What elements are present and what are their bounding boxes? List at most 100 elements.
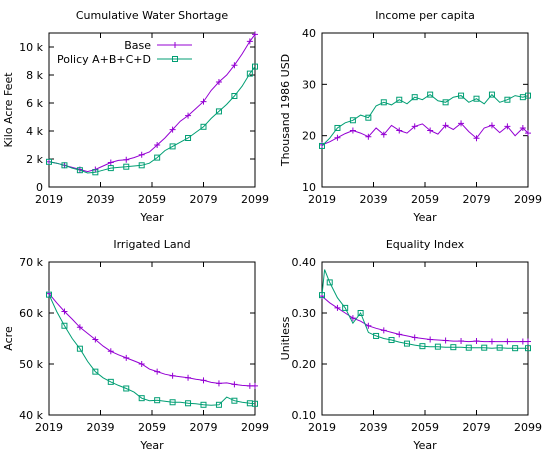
series-line-base: [321, 295, 528, 343]
series-line-policy: [321, 93, 529, 147]
data-point: [200, 401, 207, 408]
y-tick-label: 50 k: [19, 358, 43, 371]
data-point: [252, 63, 258, 70]
y-tick-label: 60 k: [19, 307, 43, 320]
data-point: [396, 127, 403, 134]
data-point: [434, 343, 441, 350]
y-tick-label: 6 k: [26, 97, 43, 110]
data-point: [458, 92, 465, 99]
data-point: [61, 322, 68, 329]
data-point: [138, 151, 145, 158]
data-point: [138, 361, 145, 367]
x-tick-label: 2019: [35, 193, 63, 206]
data-point: [215, 108, 222, 115]
data-point: [525, 130, 531, 137]
x-tick-label: 2079: [463, 193, 491, 206]
data-point: [512, 345, 519, 352]
data-point: [504, 96, 511, 103]
data-point: [215, 380, 222, 387]
chart-title: Equality Index: [386, 238, 465, 251]
data-point: [123, 156, 130, 163]
data-point: [326, 279, 333, 286]
data-point: [200, 123, 207, 130]
data-point: [246, 70, 253, 77]
y-tick-label: 20: [302, 130, 316, 143]
data-point: [92, 169, 99, 176]
chart-title: Income per capita: [375, 9, 475, 22]
data-point: [252, 400, 258, 407]
data-point: [76, 167, 83, 174]
y-tick-label: 8 k: [26, 69, 43, 82]
x-tick-label: 2099: [241, 421, 269, 434]
y-tick-label: 70 k: [19, 256, 43, 269]
y-tick-label: 30: [302, 78, 316, 91]
y-tick-label: 0.40: [292, 256, 317, 269]
legend-label: Policy A+B+C+D: [57, 53, 151, 66]
data-point: [481, 344, 488, 351]
chart-panel-4: Equality Index 0.10 0.20 0.30 0.40 2019 2039 20…: [279, 238, 542, 452]
data-point: [185, 374, 192, 381]
y-tick-label: 0.20: [292, 358, 317, 371]
data-point: [349, 127, 356, 134]
data-point: [442, 122, 449, 129]
data-point: [92, 368, 99, 375]
x-tick-label: 2099: [241, 193, 269, 206]
data-point: [427, 127, 434, 134]
data-point: [380, 131, 387, 138]
y-tick-label: 4 k: [26, 125, 43, 138]
data-point: [334, 124, 341, 131]
data-point: [107, 378, 114, 385]
data-point: [169, 372, 176, 379]
y-axis-label: Thousand 1986 USD: [279, 54, 292, 167]
data-point: [519, 338, 526, 345]
series-line-policy: [48, 66, 256, 174]
x-tick-label: 2079: [463, 421, 491, 434]
data-point: [215, 401, 222, 408]
data-point: [519, 124, 526, 131]
data-point: [419, 343, 426, 350]
y-tick-label: 10: [302, 181, 316, 194]
data-point: [200, 98, 207, 105]
data-point: [525, 92, 531, 99]
data-point: [61, 162, 68, 169]
data-point: [46, 158, 52, 165]
data-point: [92, 336, 99, 343]
data-point: [450, 344, 457, 351]
x-tick-label: 2099: [514, 193, 542, 206]
x-tick-label: 2059: [138, 421, 166, 434]
data-point: [458, 338, 465, 345]
data-point: [458, 120, 465, 127]
x-tick-label: 2079: [190, 421, 218, 434]
data-point: [465, 344, 472, 351]
data-point: [169, 143, 176, 150]
data-point: [373, 332, 380, 339]
y-axis-label: Kilo Acre Feet: [2, 72, 15, 148]
data-point: [504, 338, 511, 345]
x-axis-label: Year: [412, 439, 437, 452]
y-tick-label: 40: [302, 27, 316, 40]
data-point: [246, 38, 253, 45]
data-point: [107, 159, 114, 166]
x-tick-label: 2039: [360, 421, 388, 434]
series-line-base: [48, 293, 255, 387]
data-point: [107, 165, 114, 172]
chart-title: Irrigated Land: [113, 238, 190, 251]
chart-panel-2: Income per capita 10 20 30 40 2019 2039 2059 207…: [279, 9, 542, 224]
data-point: [411, 94, 418, 101]
data-point: [154, 142, 161, 148]
x-tick-label: 2059: [411, 193, 439, 206]
data-point: [252, 382, 258, 389]
data-point: [46, 291, 52, 298]
data-point: [504, 123, 511, 130]
x-tick-label: 2039: [360, 193, 388, 206]
data-point: [319, 292, 325, 299]
data-point: [442, 99, 449, 106]
x-tick-label: 2099: [514, 421, 542, 434]
data-point: [246, 382, 253, 389]
y-tick-label: 10 k: [19, 41, 43, 54]
data-point: [403, 340, 410, 347]
legend-marker: [172, 42, 178, 48]
data-point: [365, 114, 372, 121]
x-tick-label: 2019: [308, 421, 336, 434]
